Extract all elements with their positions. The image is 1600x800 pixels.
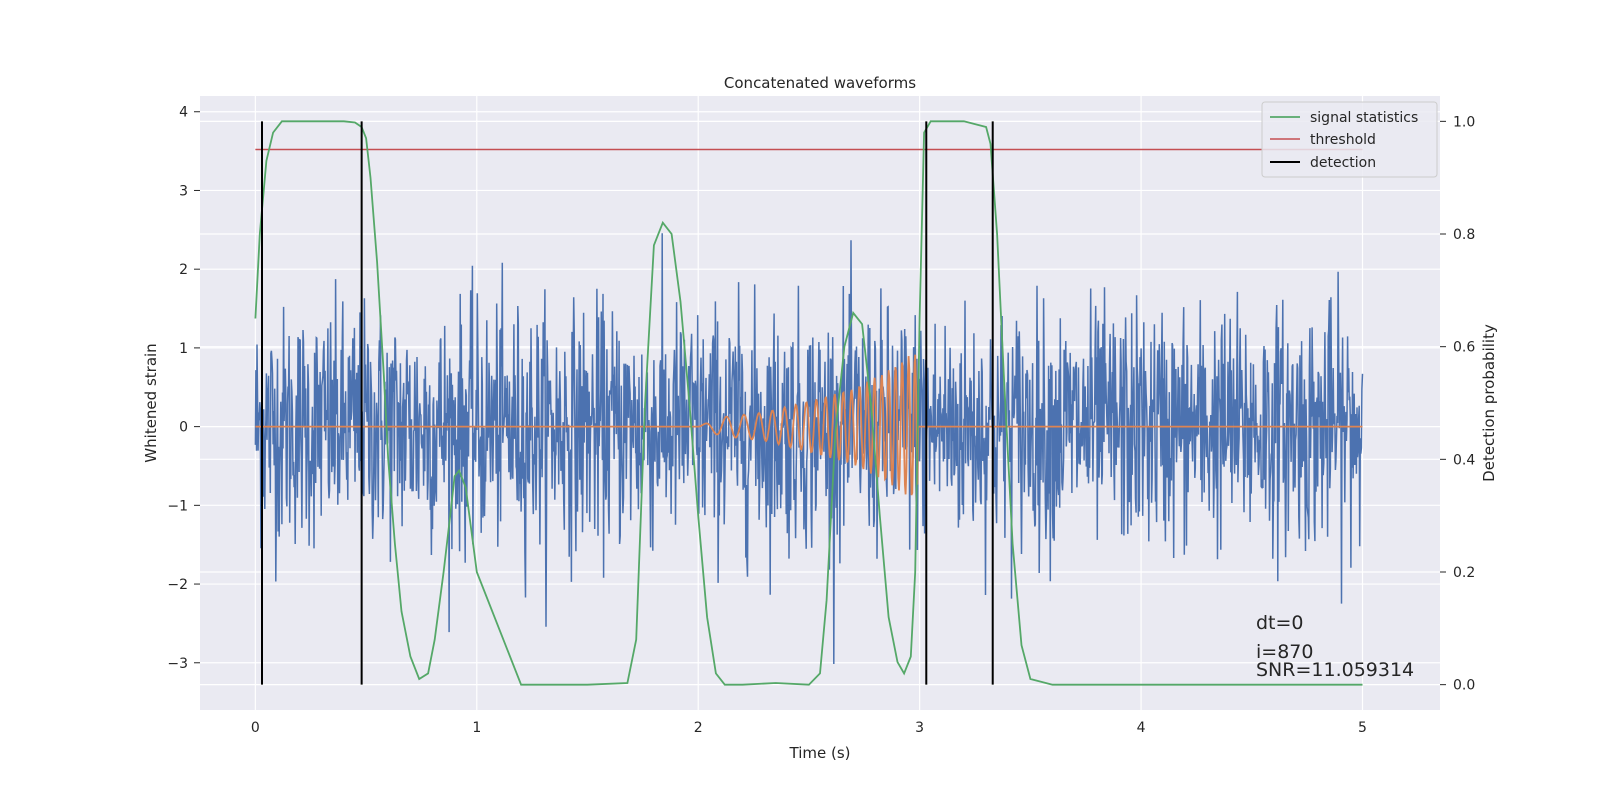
annotation-snr: SNR=11.059314: [1256, 659, 1414, 681]
legend-box: [1261, 101, 1438, 178]
x-tick-label: 2: [694, 720, 703, 736]
y2-tick-label: 0.4: [1453, 452, 1475, 468]
legend: signal statistics threshold detection: [1261, 101, 1438, 178]
y2-tick-label: 0.2: [1453, 565, 1475, 581]
x-tick-label: 1: [472, 720, 481, 736]
legend-label-signal-statistics: signal statistics: [1310, 110, 1418, 126]
annotation-index: i=870: [1256, 641, 1313, 663]
x-tick-label: 0: [251, 720, 260, 736]
x-tick-label: 4: [1137, 720, 1146, 736]
y2-tick-label: 0.0: [1453, 678, 1475, 694]
detection-series: [261, 121, 994, 685]
chart-title: Concatenated waveforms: [724, 74, 916, 92]
x-tick-label: 5: [1358, 720, 1367, 736]
annotation-dt: dt=0: [1256, 612, 1304, 634]
y-axis-ticks: −3 −2 −1 0 1 2 3 4: [167, 105, 200, 672]
y-tick-label: −2: [167, 577, 188, 593]
y-tick-label: 4: [179, 105, 188, 121]
legend-label-threshold: threshold: [1310, 132, 1376, 148]
y-tick-label: 1: [179, 341, 188, 357]
y2-axis-label: Detection probability: [1480, 324, 1498, 482]
x-tick-label: 3: [915, 720, 924, 736]
y2-tick-label: 1.0: [1453, 114, 1475, 130]
y2-axis-ticks: 0.0 0.2 0.4 0.6 0.8 1.0: [1440, 114, 1475, 694]
signal-statistics-series: [254, 120, 1363, 686]
y-tick-label: 3: [179, 183, 188, 199]
y-tick-label: 2: [179, 262, 188, 278]
y-tick-label: −1: [167, 498, 188, 514]
y2-tick-label: 0.8: [1453, 227, 1475, 243]
y-tick-label: −3: [167, 656, 188, 672]
y2-tick-label: 0.6: [1453, 340, 1475, 356]
legend-label-detection: detection: [1310, 155, 1376, 171]
x-axis-ticks: 0 1 2 3 4 5: [251, 720, 1367, 736]
x-axis-label: Time (s): [789, 744, 851, 762]
y-tick-label: 0: [179, 420, 188, 436]
y-axis-label: Whitened strain: [142, 343, 160, 462]
injection-series: [255, 354, 1363, 496]
plot-area: [254, 120, 1364, 686]
